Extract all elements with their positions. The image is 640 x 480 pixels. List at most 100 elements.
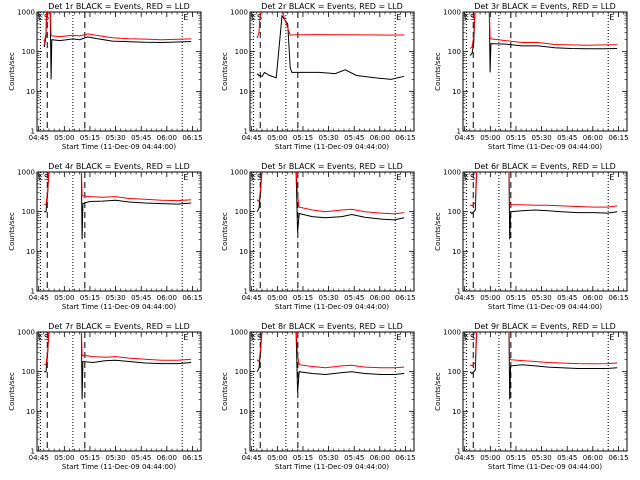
lld-series-line [256,172,405,215]
lld-series-line [469,332,618,367]
events-series-line [256,172,405,233]
ytick-label: 10 [452,408,461,416]
xtick-label: 06:15 [608,454,628,462]
marker-label-e: E [251,333,256,342]
xtick-label: 05:30 [318,134,338,142]
panel-title: Det 2r BLACK = Events, RED = LLD [261,2,403,11]
y-axis-label: Counts/sec [434,212,442,251]
marker-label-e: E [609,333,614,342]
ytick-label: 10 [239,88,248,96]
x-axis-label: Start Time (11-Dec-09 04:44:00) [62,143,176,151]
xtick-label: 06:15 [182,454,202,462]
ytick-label: 1 [31,128,35,136]
xtick-label: 06:00 [583,294,603,302]
marker-label-e: E [396,333,401,342]
plot-frame [249,171,415,292]
xtick-label: 05:00 [267,454,287,462]
marker-label-s: S [44,173,49,182]
x-axis-label: Start Time (11-Dec-09 04:44:00) [275,463,389,471]
y-axis-label: Counts/sec [8,52,16,91]
xtick-label: 05:45 [344,454,364,462]
events-series-line [256,332,405,393]
xtick-label: 04:45 [455,454,475,462]
xtick-label: 05:00 [267,134,287,142]
ytick-label: 10 [452,88,461,96]
xtick-label: 05:45 [557,294,577,302]
xtick-label: 05:15 [506,454,526,462]
events-series-line [256,14,405,80]
ytick-label: 1000 [17,9,35,17]
plot-frame [249,11,415,132]
panel-5: Det 5r BLACK = Events, RED = LLD 1 10 100 10… [221,162,416,311]
xtick-label: 05:00 [480,134,500,142]
marker-label-e: E [396,13,401,22]
plot-frame [462,11,628,132]
xtick-label: 06:00 [157,294,177,302]
panel-title: Det 7r BLACK = Events, RED = LLD [48,322,190,331]
x-axis-label: Start Time (11-Dec-09 04:44:00) [488,143,602,151]
xtick-label: 05:45 [344,134,364,142]
xtick-label: 04:45 [242,294,262,302]
x-axis-label: Start Time (11-Dec-09 04:44:00) [62,303,176,311]
xtick-label: 05:30 [105,454,125,462]
ytick-label: 1000 [17,329,35,337]
x-axis-label: Start Time (11-Dec-09 04:44:00) [488,463,602,471]
xtick-label: 05:45 [344,294,364,302]
ytick-label: 100 [235,48,248,56]
panel-title: Det 5r BLACK = Events, RED = LLD [261,162,403,171]
xtick-label: 05:00 [54,294,74,302]
xtick-label: 05:45 [131,134,151,142]
ytick-label: 1 [31,288,35,296]
y-axis-label: Counts/sec [434,372,442,411]
panel-6: Det 6r BLACK = Events, RED = LLD 1 10 100 10… [434,162,629,311]
ytick-label: 1000 [443,9,461,17]
y-axis-label: Counts/sec [221,212,229,251]
marker-label-e: E [38,333,43,342]
marker-label-e: E [464,13,469,22]
xtick-label: 05:15 [80,294,100,302]
panel-title: Det 9r BLACK = Events, RED = LLD [474,322,616,331]
xtick-label: 06:15 [182,134,202,142]
x-axis-label: Start Time (11-Dec-09 04:44:00) [275,143,389,151]
plot-frame [462,171,628,292]
marker-label-s: S [470,13,475,22]
ytick-label: 100 [235,368,248,376]
marker-label-s: S [44,333,49,342]
marker-label-s: S [257,333,262,342]
y-axis-label: Counts/sec [221,52,229,91]
marker-label-e: E [183,333,188,342]
panel-title: Det 4r BLACK = Events, RED = LLD [48,162,190,171]
panel-7: Det 7r BLACK = Events, RED = LLD 1 10 100 10… [8,322,203,471]
xtick-label: 05:15 [506,134,526,142]
lld-series-line [256,332,405,369]
xtick-label: 05:30 [531,294,551,302]
ytick-label: 10 [26,408,35,416]
plot-frame [36,11,202,132]
xtick-label: 05:00 [480,294,500,302]
xtick-label: 05:30 [531,454,551,462]
ytick-label: 100 [22,368,35,376]
y-axis-label: Counts/sec [8,372,16,411]
lld-series-line [43,12,192,43]
xtick-label: 04:45 [455,294,475,302]
events-series-line [44,332,192,400]
ytick-label: 1 [457,448,461,456]
marker-label-e: E [38,173,43,182]
xtick-label: 05:30 [105,134,125,142]
y-axis-label: Counts/sec [8,212,16,251]
plot-frame [462,331,628,452]
ytick-label: 1000 [443,329,461,337]
xtick-label: 04:45 [29,454,49,462]
ytick-label: 10 [239,408,248,416]
xtick-label: 05:45 [131,454,151,462]
ytick-label: 1000 [230,169,248,177]
xtick-label: 05:45 [557,454,577,462]
xtick-label: 06:00 [583,134,603,142]
ytick-label: 1000 [17,169,35,177]
ytick-label: 1 [457,288,461,296]
xtick-label: 04:45 [242,134,262,142]
ytick-label: 10 [26,88,35,96]
xtick-label: 04:45 [29,134,49,142]
xtick-label: 04:45 [242,454,262,462]
